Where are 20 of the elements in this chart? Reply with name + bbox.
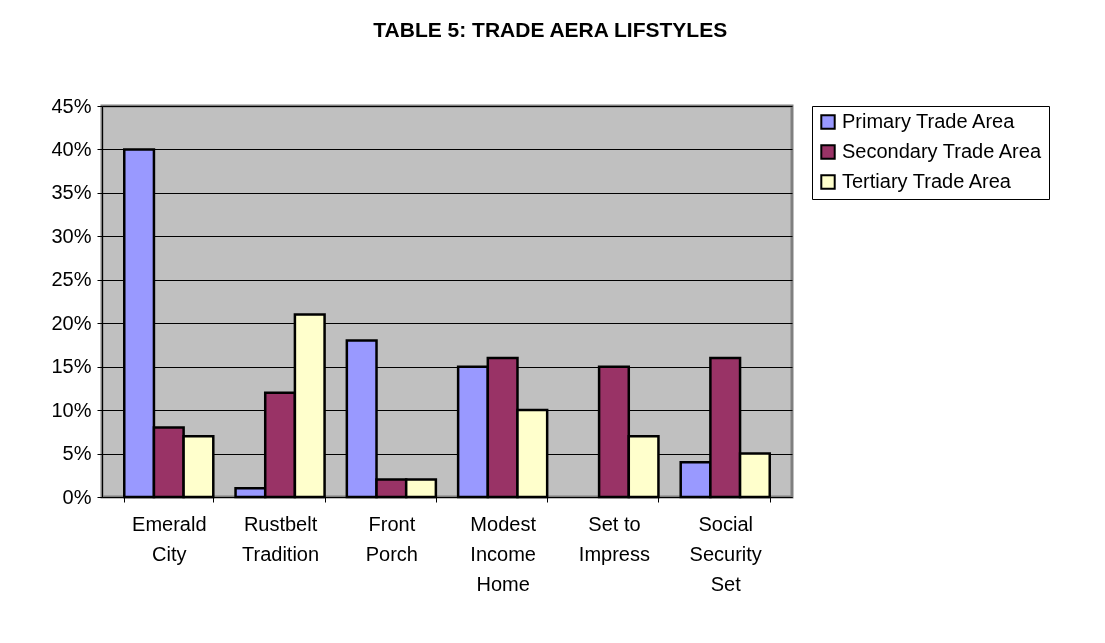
y-tick-label: 10% <box>51 398 92 421</box>
y-tick-label: 5% <box>62 442 92 465</box>
legend-label: Secondary Trade Area <box>842 140 1042 162</box>
x-tick-label: Emerald City <box>132 512 207 565</box>
y-tick-label: 20% <box>51 311 92 334</box>
x-tick-label: Rustbelt Tradition <box>242 512 320 565</box>
y-tick-label: 25% <box>51 268 92 291</box>
y-tick-label: 45% <box>51 94 92 117</box>
x-tick-label: Set to Impress <box>578 512 650 565</box>
y-tick-label: 35% <box>51 181 92 204</box>
x-tick-label: Front Porch <box>365 512 418 565</box>
legend-label: Primary Trade Area <box>842 110 1016 132</box>
y-tick-label: 30% <box>51 224 92 247</box>
y-tick-label: 0% <box>62 485 92 508</box>
x-tick-label: Modest Income Home <box>470 512 537 595</box>
legend-label: Tertiary Trade Area <box>842 170 1012 192</box>
x-tick-label: Social Security Set <box>689 512 762 595</box>
y-tick-label: 15% <box>51 355 92 378</box>
y-tick-label: 40% <box>51 137 92 160</box>
chart-title: TABLE 5: TRADE AERA LIFSTYLES <box>373 18 728 41</box>
